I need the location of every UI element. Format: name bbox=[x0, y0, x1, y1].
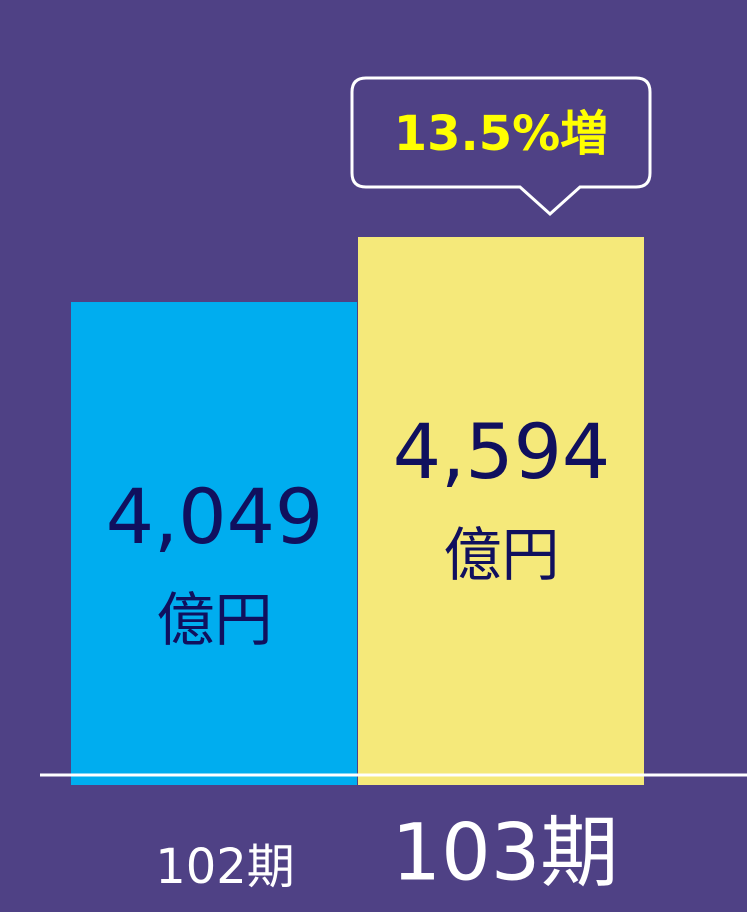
callout-bubble bbox=[350, 76, 652, 217]
x-tick-label: 102期 bbox=[155, 839, 295, 895]
value-label: 4,049 bbox=[106, 472, 324, 561]
x-tick-label: 103期 bbox=[392, 808, 619, 898]
unit-label: 億円 bbox=[156, 586, 272, 654]
unit-label: 億円 bbox=[443, 521, 559, 589]
bar bbox=[71, 302, 357, 785]
bar bbox=[358, 237, 644, 785]
annotation: 13.5%増 bbox=[394, 106, 609, 162]
value-label: 4,594 bbox=[393, 407, 611, 496]
